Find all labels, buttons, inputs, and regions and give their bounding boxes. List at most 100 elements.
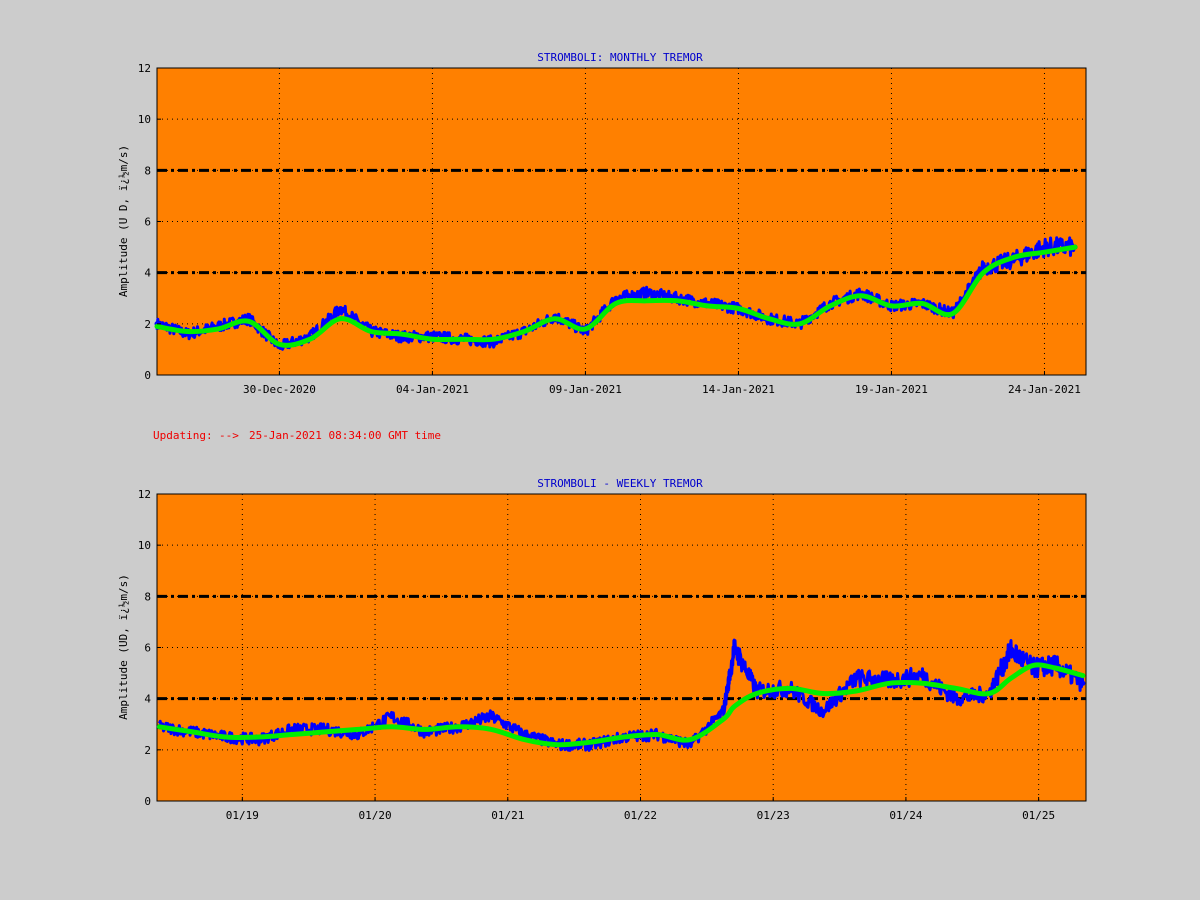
monthly-smoothed-point xyxy=(859,294,863,298)
monthly-smoothed-point xyxy=(1073,245,1077,249)
weekly-raw-point xyxy=(488,714,494,720)
monthly-smoothed-point xyxy=(645,299,649,303)
weekly-smoothed-point xyxy=(622,735,626,739)
weekly-smoothed-point xyxy=(755,692,759,695)
weekly-plot-area xyxy=(156,493,1087,802)
weekly-axes: 0 2 4 6 8 10 12 01/19 01/20 01/21 01/22 01/23 01/24 0… xyxy=(138,488,1055,822)
monthly-y-tick-label: 12 xyxy=(138,62,151,75)
monthly-smoothed-point xyxy=(277,342,281,346)
weekly-threshold-lines xyxy=(157,594,1086,701)
monthly-smoothed-point xyxy=(155,324,159,328)
monthly-y-tick-label: 6 xyxy=(144,216,151,229)
monthly-smoothed-point xyxy=(461,337,465,341)
weekly-y-tick-label: 12 xyxy=(138,488,151,501)
monthly-raw-point xyxy=(1042,244,1047,250)
monthly-y-axis-label: Amplitude (U D, ï¿½m/s) xyxy=(117,145,130,297)
weekly-tremor-chart: 0 2 4 6 8 10 12 01/19 01/20 01/21 01/22 01/23 01/24 0… xyxy=(117,477,1087,822)
monthly-y-tick-label: 2 xyxy=(144,318,151,331)
weekly-x-tick-label: 01/22 xyxy=(624,809,657,822)
weekly-raw-point xyxy=(389,714,395,720)
weekly-y-tick-label: 2 xyxy=(144,744,151,757)
weekly-smoothed-point xyxy=(854,689,858,693)
monthly-smoothed-point xyxy=(400,332,404,336)
weekly-raw-point xyxy=(289,726,295,732)
monthly-x-tick-label: 09-Jan-2021 xyxy=(549,383,622,396)
monthly-smoothed-point xyxy=(920,301,924,305)
weekly-raw-point xyxy=(1008,647,1014,653)
weekly-smoothed-point xyxy=(157,725,161,729)
weekly-smoothed-point xyxy=(323,730,327,734)
weekly-smoothed-point xyxy=(456,725,460,729)
monthly-x-tick-label: 24-Jan-2021 xyxy=(1008,383,1081,396)
monthly-smoothed-point xyxy=(828,304,832,308)
weekly-raw-point xyxy=(521,732,527,737)
weekly-smoothed-point xyxy=(655,733,659,736)
weekly-smoothed-point xyxy=(589,740,593,744)
monthly-smoothed-point xyxy=(767,317,771,321)
monthly-smoothed-point xyxy=(247,319,251,323)
monthly-x-tick-label: 19-Jan-2021 xyxy=(855,383,928,396)
weekly-smoothed-point xyxy=(1009,676,1013,680)
weekly-smoothed-point xyxy=(191,730,195,734)
monthly-smoothed-point xyxy=(339,317,343,321)
monthly-threshold-lines xyxy=(157,168,1086,275)
weekly-raw-point xyxy=(953,696,959,702)
weekly-chart-title: STROMBOLI - WEEKLY TREMOR xyxy=(537,477,703,490)
monthly-chart-title: STROMBOLI: MONTHLY TREMOR xyxy=(537,51,703,64)
weekly-smoothed-point xyxy=(556,743,559,747)
weekly-smoothed-point xyxy=(257,735,261,739)
weekly-x-tick-label: 01/19 xyxy=(226,809,259,822)
monthly-smoothed-point xyxy=(736,307,740,310)
weekly-y-tick-label: 10 xyxy=(138,539,151,552)
monthly-smoothed-point xyxy=(522,330,526,333)
monthly-smoothed-point xyxy=(553,317,557,321)
weekly-smoothed-point xyxy=(688,738,692,742)
weekly-raw-point xyxy=(1080,680,1086,686)
weekly-raw-point xyxy=(356,732,361,737)
weekly-smoothed-point xyxy=(887,681,891,685)
monthly-smoothed-point xyxy=(308,337,312,341)
weekly-x-tick-label: 01/21 xyxy=(491,809,524,822)
weekly-smoothed-point xyxy=(954,686,958,690)
monthly-x-tick-label: 04-Jan-2021 xyxy=(396,383,469,396)
monthly-smoothed-point xyxy=(890,304,893,308)
monthly-tremor-chart: 0 2 4 6 8 10 12 30-Dec-2020 04-Jan-2021 09-Jan-20… xyxy=(117,51,1087,396)
weekly-smoothed-point xyxy=(224,735,228,739)
monthly-smoothed-point xyxy=(675,299,679,303)
weekly-x-tick-label: 01/25 xyxy=(1022,809,1055,822)
weekly-y-tick-label: 8 xyxy=(144,590,151,603)
weekly-x-tick-label: 01/24 xyxy=(889,809,922,822)
weekly-smoothed-point xyxy=(489,727,493,731)
monthly-raw-point xyxy=(644,290,650,296)
monthly-smoothed-point xyxy=(951,312,955,316)
monthly-axes: 0 2 4 6 8 10 12 30-Dec-2020 04-Jan-2021 09-Jan-20… xyxy=(138,62,1081,396)
weekly-raw-point xyxy=(853,675,859,681)
monthly-x-tick-label: 14-Jan-2021 xyxy=(702,383,775,396)
weekly-smoothed-point xyxy=(1081,674,1085,678)
monthly-smoothed-point xyxy=(216,327,220,331)
monthly-smoothed-series xyxy=(154,244,1078,348)
weekly-y-axis-label: Amplitude (UD, ï¿½m/s) xyxy=(117,574,130,720)
monthly-smoothed-point xyxy=(981,271,985,275)
weekly-smoothed-point xyxy=(788,686,792,690)
weekly-smoothed-point xyxy=(921,681,924,685)
weekly-smoothed-series xyxy=(156,662,1086,748)
weekly-smoothed-point xyxy=(1053,666,1057,670)
weekly-smoothed-point xyxy=(733,704,736,708)
weekly-y-tick-label: 4 xyxy=(144,693,151,706)
weekly-raw-point xyxy=(920,673,925,679)
monthly-smoothed-point xyxy=(583,327,587,331)
monthly-grid xyxy=(157,68,1086,375)
update-status-arrow: --> xyxy=(219,429,239,442)
weekly-x-tick-label: 01/23 xyxy=(757,809,790,822)
weekly-smoothed-point xyxy=(522,738,526,742)
update-status-label: Updating: xyxy=(153,429,213,442)
weekly-grid xyxy=(157,494,1086,801)
monthly-smoothed-point xyxy=(492,337,496,341)
monthly-smoothed-point xyxy=(430,337,434,341)
weekly-raw-point xyxy=(820,709,826,714)
weekly-y-tick-label: 0 xyxy=(144,795,151,808)
weekly-smoothed-point xyxy=(390,725,394,729)
monthly-smoothed-point xyxy=(706,304,710,308)
